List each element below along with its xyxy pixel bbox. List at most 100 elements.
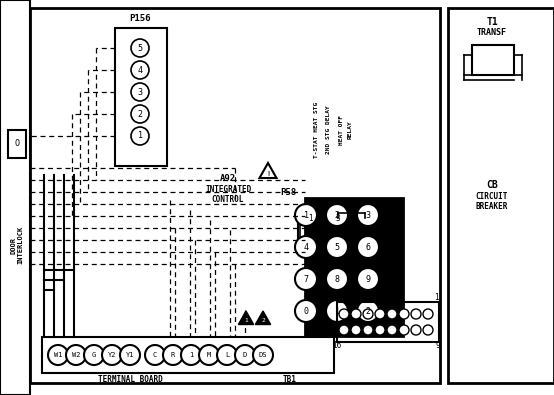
Text: 9: 9 xyxy=(366,275,371,284)
Text: TERMINAL BOARD: TERMINAL BOARD xyxy=(98,376,162,384)
Circle shape xyxy=(351,309,361,319)
Circle shape xyxy=(199,345,219,365)
Circle shape xyxy=(387,325,397,335)
Bar xyxy=(298,222,364,252)
Circle shape xyxy=(363,309,373,319)
Circle shape xyxy=(102,345,122,365)
Circle shape xyxy=(131,61,149,79)
Text: T-STAT HEAT STG: T-STAT HEAT STG xyxy=(314,102,319,158)
Text: 3: 3 xyxy=(137,88,142,96)
Text: 4: 4 xyxy=(137,66,142,75)
Text: A92: A92 xyxy=(220,173,236,182)
Text: 2: 2 xyxy=(335,211,340,220)
Circle shape xyxy=(66,345,86,365)
Circle shape xyxy=(399,325,409,335)
Text: C: C xyxy=(153,352,157,358)
Text: 5: 5 xyxy=(335,243,340,252)
Text: 2: 2 xyxy=(366,307,371,316)
Text: 4: 4 xyxy=(350,214,355,222)
Circle shape xyxy=(399,309,409,319)
Text: L: L xyxy=(225,352,229,358)
Text: 1: 1 xyxy=(137,132,142,141)
Text: 1: 1 xyxy=(335,307,340,316)
Bar xyxy=(305,198,403,336)
Text: T1: T1 xyxy=(486,17,498,27)
Circle shape xyxy=(131,127,149,145)
Text: 1: 1 xyxy=(307,214,312,222)
Bar xyxy=(316,224,329,250)
Text: CONTROL: CONTROL xyxy=(212,194,244,203)
Bar xyxy=(448,8,554,383)
Text: RELAY: RELAY xyxy=(347,120,352,139)
Circle shape xyxy=(145,345,165,365)
Text: 8: 8 xyxy=(335,275,340,284)
Circle shape xyxy=(217,345,237,365)
Text: 7: 7 xyxy=(304,275,309,284)
Circle shape xyxy=(163,345,183,365)
Circle shape xyxy=(357,204,379,226)
Circle shape xyxy=(387,309,397,319)
Text: 2: 2 xyxy=(137,109,142,118)
Text: 1: 1 xyxy=(244,318,248,324)
Circle shape xyxy=(375,309,385,319)
Text: 1: 1 xyxy=(304,211,309,220)
Text: DOOR
INTERLOCK: DOOR INTERLOCK xyxy=(11,226,23,264)
Text: CB: CB xyxy=(486,180,498,190)
Text: R: R xyxy=(171,352,175,358)
Polygon shape xyxy=(255,311,271,325)
Text: Y1: Y1 xyxy=(126,352,134,358)
Text: M: M xyxy=(207,352,211,358)
Text: 3: 3 xyxy=(366,211,371,220)
Circle shape xyxy=(357,268,379,290)
Bar xyxy=(332,224,345,250)
Text: TB1: TB1 xyxy=(283,376,297,384)
Circle shape xyxy=(363,325,373,335)
Text: P58: P58 xyxy=(280,188,296,196)
Bar xyxy=(8,130,26,158)
Text: O: O xyxy=(14,139,19,147)
Bar xyxy=(300,224,313,250)
Text: 2: 2 xyxy=(261,318,265,324)
Circle shape xyxy=(411,325,421,335)
Bar xyxy=(337,302,439,342)
Circle shape xyxy=(295,204,317,226)
Circle shape xyxy=(131,83,149,101)
Circle shape xyxy=(411,309,421,319)
Text: D: D xyxy=(243,352,247,358)
Text: 1: 1 xyxy=(189,352,193,358)
Text: HEAT OFF: HEAT OFF xyxy=(338,115,343,145)
Bar xyxy=(30,8,440,383)
Text: Y2: Y2 xyxy=(107,352,116,358)
Text: 5: 5 xyxy=(137,43,142,53)
Circle shape xyxy=(326,300,348,322)
Text: W1: W1 xyxy=(54,352,62,358)
Circle shape xyxy=(351,325,361,335)
Text: TRANSF: TRANSF xyxy=(477,28,507,36)
Circle shape xyxy=(326,236,348,258)
Circle shape xyxy=(339,325,349,335)
Text: P156: P156 xyxy=(129,13,151,23)
Circle shape xyxy=(339,309,349,319)
Text: G: G xyxy=(92,352,96,358)
Circle shape xyxy=(295,300,317,322)
Text: 4: 4 xyxy=(304,243,309,252)
Circle shape xyxy=(131,39,149,57)
Text: DS: DS xyxy=(259,352,267,358)
Text: 2ND STG DELAY: 2ND STG DELAY xyxy=(326,105,331,154)
Text: CIRCUIT: CIRCUIT xyxy=(476,192,508,201)
Circle shape xyxy=(295,268,317,290)
Text: P46: P46 xyxy=(385,290,401,299)
Text: 1: 1 xyxy=(434,293,438,303)
Text: 6: 6 xyxy=(366,243,371,252)
Circle shape xyxy=(357,300,379,322)
Circle shape xyxy=(375,325,385,335)
Bar xyxy=(472,45,514,75)
Text: 0: 0 xyxy=(304,307,309,316)
Text: W2: W2 xyxy=(72,352,80,358)
Circle shape xyxy=(357,236,379,258)
Text: 3: 3 xyxy=(336,214,340,222)
Text: INTEGRATED: INTEGRATED xyxy=(205,184,251,194)
Circle shape xyxy=(181,345,201,365)
Bar xyxy=(0,0,30,395)
Text: 9: 9 xyxy=(435,342,440,350)
